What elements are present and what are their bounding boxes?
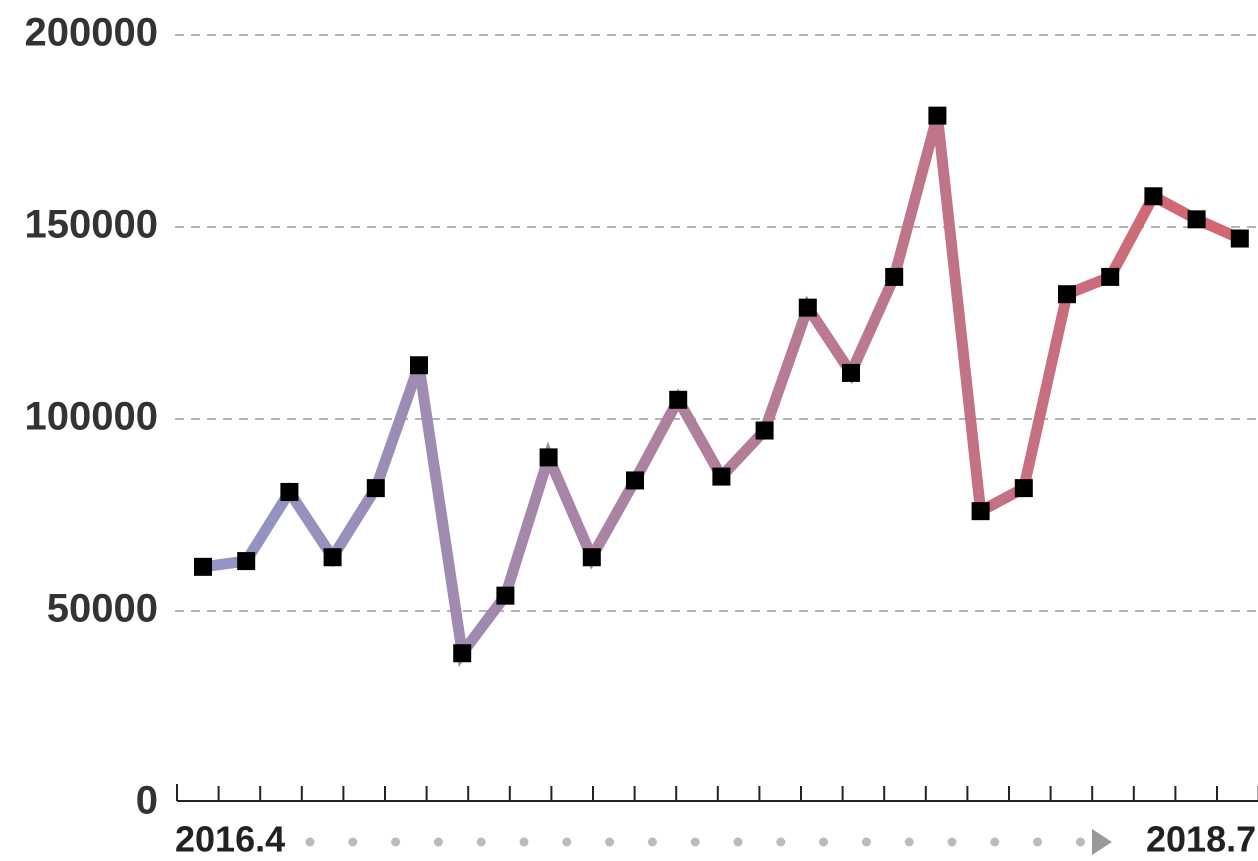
y-tick-label: 150000 [25,203,158,247]
marker [1144,187,1163,206]
dot [647,837,657,847]
marker [280,482,299,501]
dot [947,837,957,847]
marker [1230,229,1249,248]
marker [928,106,947,125]
line [202,114,1243,668]
marker [712,467,731,486]
dot [904,837,914,847]
y-tick-label: 100000 [25,395,158,439]
dot [562,837,572,847]
marker [539,448,558,467]
y-tick-label: 200000 [25,11,158,55]
dot [819,837,829,847]
marker [194,557,212,576]
marker [626,471,644,490]
dot [519,837,529,847]
marker [582,548,601,567]
dot [433,837,443,847]
marker [1101,267,1120,286]
dot [1033,837,1043,847]
marker [798,298,817,317]
marker [1187,210,1206,229]
x-axis-decoration [176,784,1258,847]
dot [1075,837,1085,847]
marker [453,644,472,663]
marker [842,363,860,382]
dot [861,837,871,847]
marker [1058,285,1076,304]
marker [885,267,904,286]
dot [690,837,700,847]
marker [366,479,385,498]
marker [755,421,774,440]
x-start-label: 2016.4 [175,819,285,860]
marker [1014,479,1033,498]
y-tick-label: 50000 [47,587,158,631]
marker [237,552,256,571]
marker [496,586,515,605]
x-end-label: 2018.7 [1146,819,1256,860]
arrow-head [1092,829,1112,855]
dot [733,837,743,847]
dot [476,837,486,847]
marker [669,390,688,409]
marker [971,502,990,521]
y-tick-label: 0 [136,779,158,823]
dot [348,837,358,847]
dot [391,837,401,847]
dot [776,837,786,847]
marker [323,548,342,567]
marker [410,356,428,375]
dot [305,837,315,847]
dot [990,837,1000,847]
dot [605,837,615,847]
